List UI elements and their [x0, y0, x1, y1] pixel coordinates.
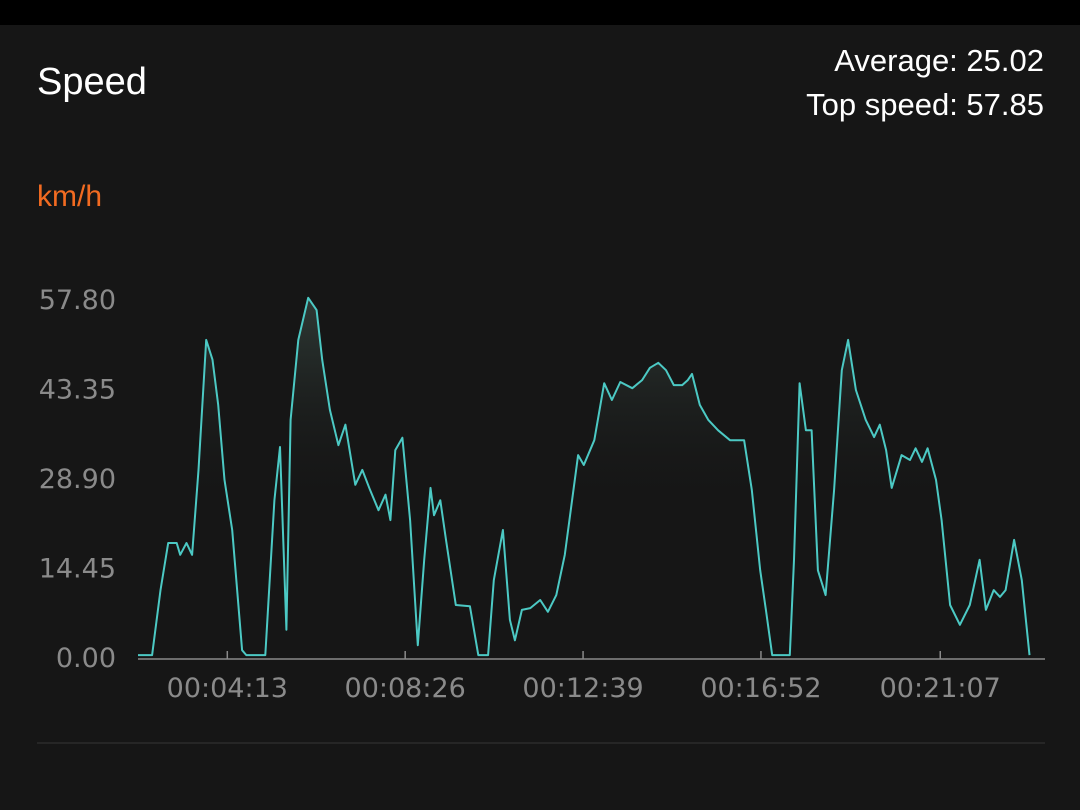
status-bar	[0, 0, 1080, 25]
area	[138, 297, 1030, 657]
x-tick-label: 00:08:26	[345, 673, 466, 704]
y-tick-label: 43.35	[39, 375, 116, 406]
x-tick-label: 00:12:39	[522, 673, 643, 704]
y-tick-label: 28.90	[39, 464, 116, 495]
unit-label: km/h	[37, 180, 102, 213]
x-tick-label: 00:04:13	[167, 673, 288, 704]
x-tick-label: 00:16:52	[700, 673, 821, 704]
y-tick-label: 0.00	[56, 643, 116, 674]
top-speed: Top speed: 57.85	[806, 87, 1044, 122]
x-tick-label: 00:21:07	[880, 673, 1001, 704]
y-tick-label: 57.80	[39, 285, 116, 316]
speed-line	[138, 296, 1031, 657]
title: Speed	[37, 61, 147, 103]
average: Average: 25.02	[834, 43, 1044, 78]
y-tick-label: 14.45	[39, 554, 116, 585]
